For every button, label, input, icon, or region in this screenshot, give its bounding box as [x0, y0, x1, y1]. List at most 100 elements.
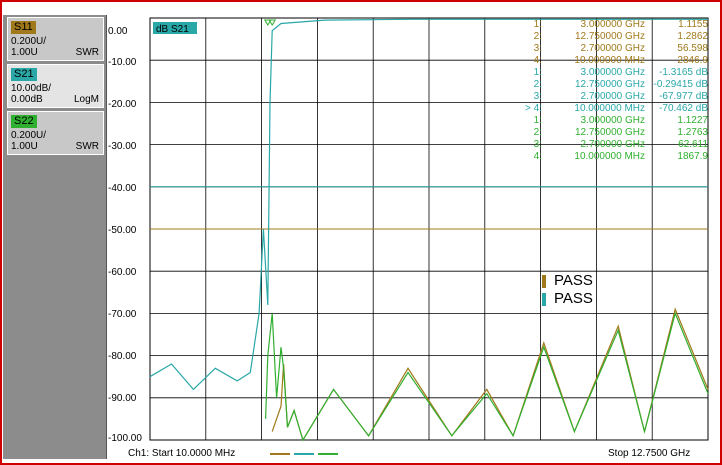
pass-row-s11: PASS: [542, 272, 593, 290]
y-tick-label: -40.00: [108, 183, 137, 194]
marker-freq: 3.000000 GHz: [580, 67, 646, 78]
marker-row: 2: 12.750000 GHz 1.2862: [510, 31, 710, 43]
marker-freq: 2.700000 GHz: [580, 91, 646, 102]
trace-name-s11: S11: [11, 21, 36, 34]
trace-scale-s21: 10.00dB/: [11, 83, 52, 94]
marker-value: -67.977 dB: [659, 91, 708, 102]
trace-tile-s22[interactable]: S22 0.200U/ 1.00U SWR: [7, 111, 104, 155]
marker-id: 1:: [533, 67, 542, 78]
marker-value: 1867.9: [677, 151, 708, 162]
stop-frequency: Stop 12.7500 GHz: [608, 448, 691, 459]
trace-panel: S11 0.200U/ 1.00U SWR S21 10.00dB/ 0.00d…: [3, 15, 107, 459]
marker-flag: [268, 19, 277, 26]
marker-row: 4: 10.000000 MHz 1867.9: [510, 151, 710, 163]
marker-layer: [263, 19, 277, 26]
marker-id: 1:: [533, 115, 542, 126]
trace-format-s11: SWR: [75, 47, 99, 58]
marker-freq: 10.000000 MHz: [574, 151, 645, 162]
active-trace-label-text: dB S21: [156, 24, 189, 35]
y-tick-label: -80.00: [108, 351, 137, 362]
y-tick-label: -20.00: [108, 99, 137, 110]
marker-row: 2: 12.750000 GHz 1.2763: [510, 127, 710, 139]
active-trace-label: dB S21: [153, 22, 197, 35]
marker-id: 2:: [533, 79, 542, 90]
marker-freq: 2.700000 GHz: [580, 139, 646, 150]
marker-row: 1: 3.000000 GHz 1.1155: [510, 19, 710, 31]
limit-lines: [150, 186, 708, 230]
y-tick-label: -30.00: [108, 141, 137, 152]
marker-id: 4:: [533, 151, 542, 162]
marker-value: -70.462 dB: [659, 103, 708, 114]
y-tick-label: -50.00: [108, 225, 137, 236]
marker-row: 2: 12.750000 GHz -0.29415 dB: [510, 79, 710, 91]
pass-row-s21: PASS: [542, 290, 593, 308]
marker-row: 3: 2.700000 GHz -67.977 dB: [510, 91, 710, 103]
y-tick-label: -90.00: [108, 393, 137, 404]
marker-row: 3: 2.700000 GHz 62.611: [510, 139, 710, 151]
marker-value: 62.611: [678, 139, 708, 150]
marker-readout: 1: 3.000000 GHz 1.1155 2: 12.750000 GHz 1.286…: [510, 19, 710, 163]
marker-value: -0.29415 dB: [653, 79, 709, 90]
trace-format-s21: LogM: [73, 94, 99, 105]
trace-tile-s11[interactable]: S11 0.200U/ 1.00U SWR: [7, 17, 104, 61]
pass-text: PASS: [554, 290, 593, 307]
marker-value: 56.598: [677, 43, 708, 54]
marker-freq: 12.750000 GHz: [574, 31, 645, 42]
pass-color-bar: [542, 292, 546, 306]
marker-id: 1:: [533, 19, 542, 30]
trace-tile-s21[interactable]: S21 10.00dB/ 0.00dB LogM: [7, 64, 104, 108]
y-tick-label: -10.00: [108, 57, 137, 68]
marker-freq: 12.750000 GHz: [574, 127, 645, 138]
marker-id: 3:: [533, 43, 542, 54]
trace-scale-s22: 0.200U/: [11, 130, 47, 141]
pass-color-bar: [542, 274, 546, 288]
marker-row: 1: 3.000000 GHz 1.1227: [510, 115, 710, 127]
trace-scale-s11: 0.200U/: [11, 36, 47, 47]
trace-name-s22: S22: [11, 115, 37, 128]
y-tick-label: -60.00: [108, 267, 137, 278]
trace-ref-s22: 1.00U: [11, 141, 38, 152]
marker-freq: 10.000000 MHz: [574, 55, 645, 66]
trace-color-legend: [270, 453, 338, 455]
trace-name-s21: S21: [11, 68, 37, 81]
start-frequency: Ch1: Start 10.0000 MHz: [128, 448, 236, 459]
marker-value: 2846.9: [677, 55, 708, 66]
channel-footer: Ch1: Start 10.0000 MHz Stop 12.7500 GHz: [108, 447, 708, 461]
trace-ref-s11: 1.00U: [11, 47, 38, 58]
y-tick-label: -100.00: [108, 433, 142, 444]
marker-id: 3:: [533, 91, 542, 102]
y-tick-label: -70.00: [108, 309, 137, 320]
marker-row: > 4: 10.000000 MHz -70.462 dB: [510, 103, 710, 115]
marker-freq: 3.000000 GHz: [580, 115, 646, 126]
marker-value: -1.3165 dB: [659, 67, 708, 78]
active-trace-label-box: [153, 22, 197, 34]
marker-value: 1.2862: [677, 31, 708, 42]
trace-s21: [149, 18, 708, 391]
trace-layer: [149, 18, 709, 442]
y-tick-label: 0.00: [108, 26, 128, 37]
trace-s22: [265, 311, 709, 442]
limit-test-results: PASS PASS: [542, 272, 593, 308]
marker-freq: 2.700000 GHz: [580, 43, 646, 54]
marker-id: 2:: [533, 31, 542, 42]
marker-freq: 12.750000 GHz: [574, 79, 645, 90]
marker-id: 2:: [533, 127, 542, 138]
marker-freq: 3.000000 GHz: [580, 19, 646, 30]
marker-value: 1.2763: [677, 127, 708, 138]
marker-row: 4: 10.000000 MHz 2846.9: [510, 55, 710, 67]
marker-row: 1: 3.000000 GHz -1.3165 dB: [510, 67, 710, 79]
marker-freq: 10.000000 MHz: [574, 103, 645, 114]
marker-value: 1.1227: [677, 115, 708, 126]
marker-id: 3:: [533, 139, 542, 150]
trace-ref-s21: 0.00dB: [11, 94, 43, 105]
marker-value: 1.1155: [678, 19, 708, 30]
marker-id: > 4:: [525, 103, 542, 114]
marker-row: 3: 2.700000 GHz 56.598: [510, 43, 710, 55]
pass-text: PASS: [554, 272, 593, 289]
marker-id: 4:: [533, 55, 542, 66]
trace-format-s22: SWR: [75, 141, 99, 152]
marker-flag: [263, 19, 272, 26]
